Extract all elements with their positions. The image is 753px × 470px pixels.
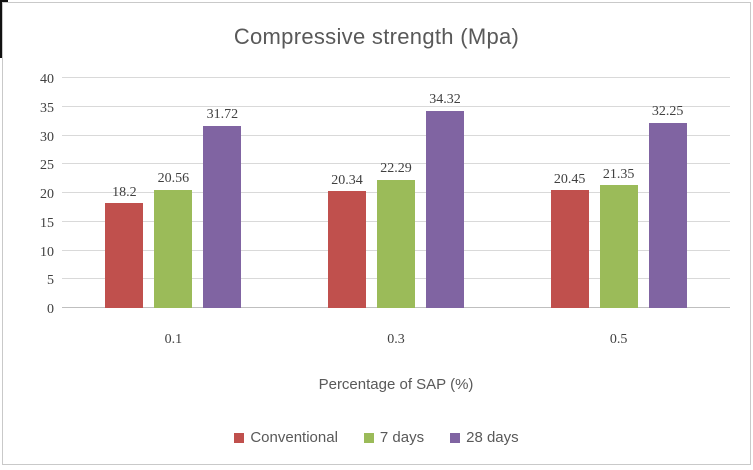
bar-wrap: 22.29 (377, 78, 415, 308)
bar-wrap: 34.32 (426, 78, 464, 308)
bar-28-days-0.1 (203, 125, 242, 308)
bar-7-days-0.5 (599, 185, 638, 308)
x-axis-labels: 0.1 0.3 0.5 (62, 332, 730, 348)
legend-swatch-icon (450, 432, 461, 443)
left-edge-artifact (0, 0, 2, 58)
bar-value-label: 21.35 (602, 166, 635, 182)
gridline (62, 77, 730, 78)
bar-28-days-0.5 (648, 122, 687, 308)
bar-28-days-0.3 (426, 110, 464, 308)
bar-group-0.5: 20.45 21.35 32.25 (507, 78, 730, 308)
x-axis-title: Percentage of SAP (%) (318, 376, 474, 393)
legend-item-7-days: 7 days (363, 429, 425, 446)
legend-swatch-icon (363, 432, 374, 443)
y-axis-labels: 40 35 30 25 20 15 10 5 0 (0, 73, 54, 317)
y-tick-label: 35 (40, 100, 54, 116)
legend-swatch-icon (234, 432, 245, 443)
y-tick-label: 30 (40, 129, 54, 145)
bar-groups: 18.2 20.56 31.72 20.34 22.29 34.32 20.45 21.35 3… (62, 78, 730, 308)
bar-wrap: 20.34 (328, 78, 366, 308)
bar-value-label: 20.56 (157, 171, 190, 187)
legend-label: 28 days (466, 429, 519, 446)
legend-item-conventional: Conventional (234, 429, 338, 446)
top-edge-artifact (0, 0, 8, 2)
bar-value-label: 31.72 (206, 107, 239, 123)
legend: Conventional 7 days 28 days (0, 429, 753, 446)
y-tick-label: 25 (40, 158, 54, 174)
bar-wrap: 20.45 (550, 78, 589, 308)
bar-value-label: 22.29 (380, 161, 412, 177)
gridline (62, 134, 730, 136)
bar-wrap: 31.72 (203, 78, 242, 308)
x-tick-label: 0.5 (609, 332, 628, 347)
y-tick-label: 5 (47, 273, 54, 289)
bar-conventional-0.1 (105, 203, 144, 308)
bar-group-0.3: 20.34 22.29 34.32 (285, 78, 508, 308)
legend-item-28-days: 28 days (450, 429, 519, 446)
x-tick-label: 0.3 (387, 332, 405, 347)
gridline (62, 163, 730, 165)
bar-group-0.1: 18.2 20.56 31.72 (62, 78, 285, 308)
bar-wrap: 21.35 (599, 78, 638, 308)
bar-value-label: 34.32 (429, 92, 461, 108)
plot-area: 18.2 20.56 31.72 20.34 22.29 34.32 20.45 21.35 3… (62, 77, 730, 308)
gridline (62, 105, 730, 107)
bar-wrap: 18.2 (105, 78, 144, 308)
bar-conventional-0.5 (550, 190, 589, 308)
bar-value-label: 18.2 (112, 184, 137, 200)
chart-title: Compressive strength (Mpa) (233, 24, 520, 49)
bar-value-label: 20.45 (553, 172, 586, 188)
bar-wrap: 20.56 (154, 78, 193, 308)
bar-value-label: 32.25 (651, 104, 684, 120)
bar-value-label: 20.34 (331, 172, 363, 188)
bar-conventional-0.3 (328, 191, 366, 308)
bar-7-days-0.1 (154, 189, 193, 308)
y-tick-label: 15 (40, 215, 54, 231)
y-tick-label: 20 (40, 187, 54, 202)
y-tick-label: 0 (47, 302, 54, 317)
bar-wrap: 32.25 (648, 78, 687, 308)
bar-7-days-0.3 (377, 179, 415, 308)
y-tick-label: 40 (40, 72, 54, 87)
x-tick-label: 0.1 (164, 332, 183, 347)
legend-label: Conventional (250, 429, 338, 446)
legend-label: 7 days (379, 429, 425, 446)
y-tick-label: 10 (40, 244, 54, 260)
